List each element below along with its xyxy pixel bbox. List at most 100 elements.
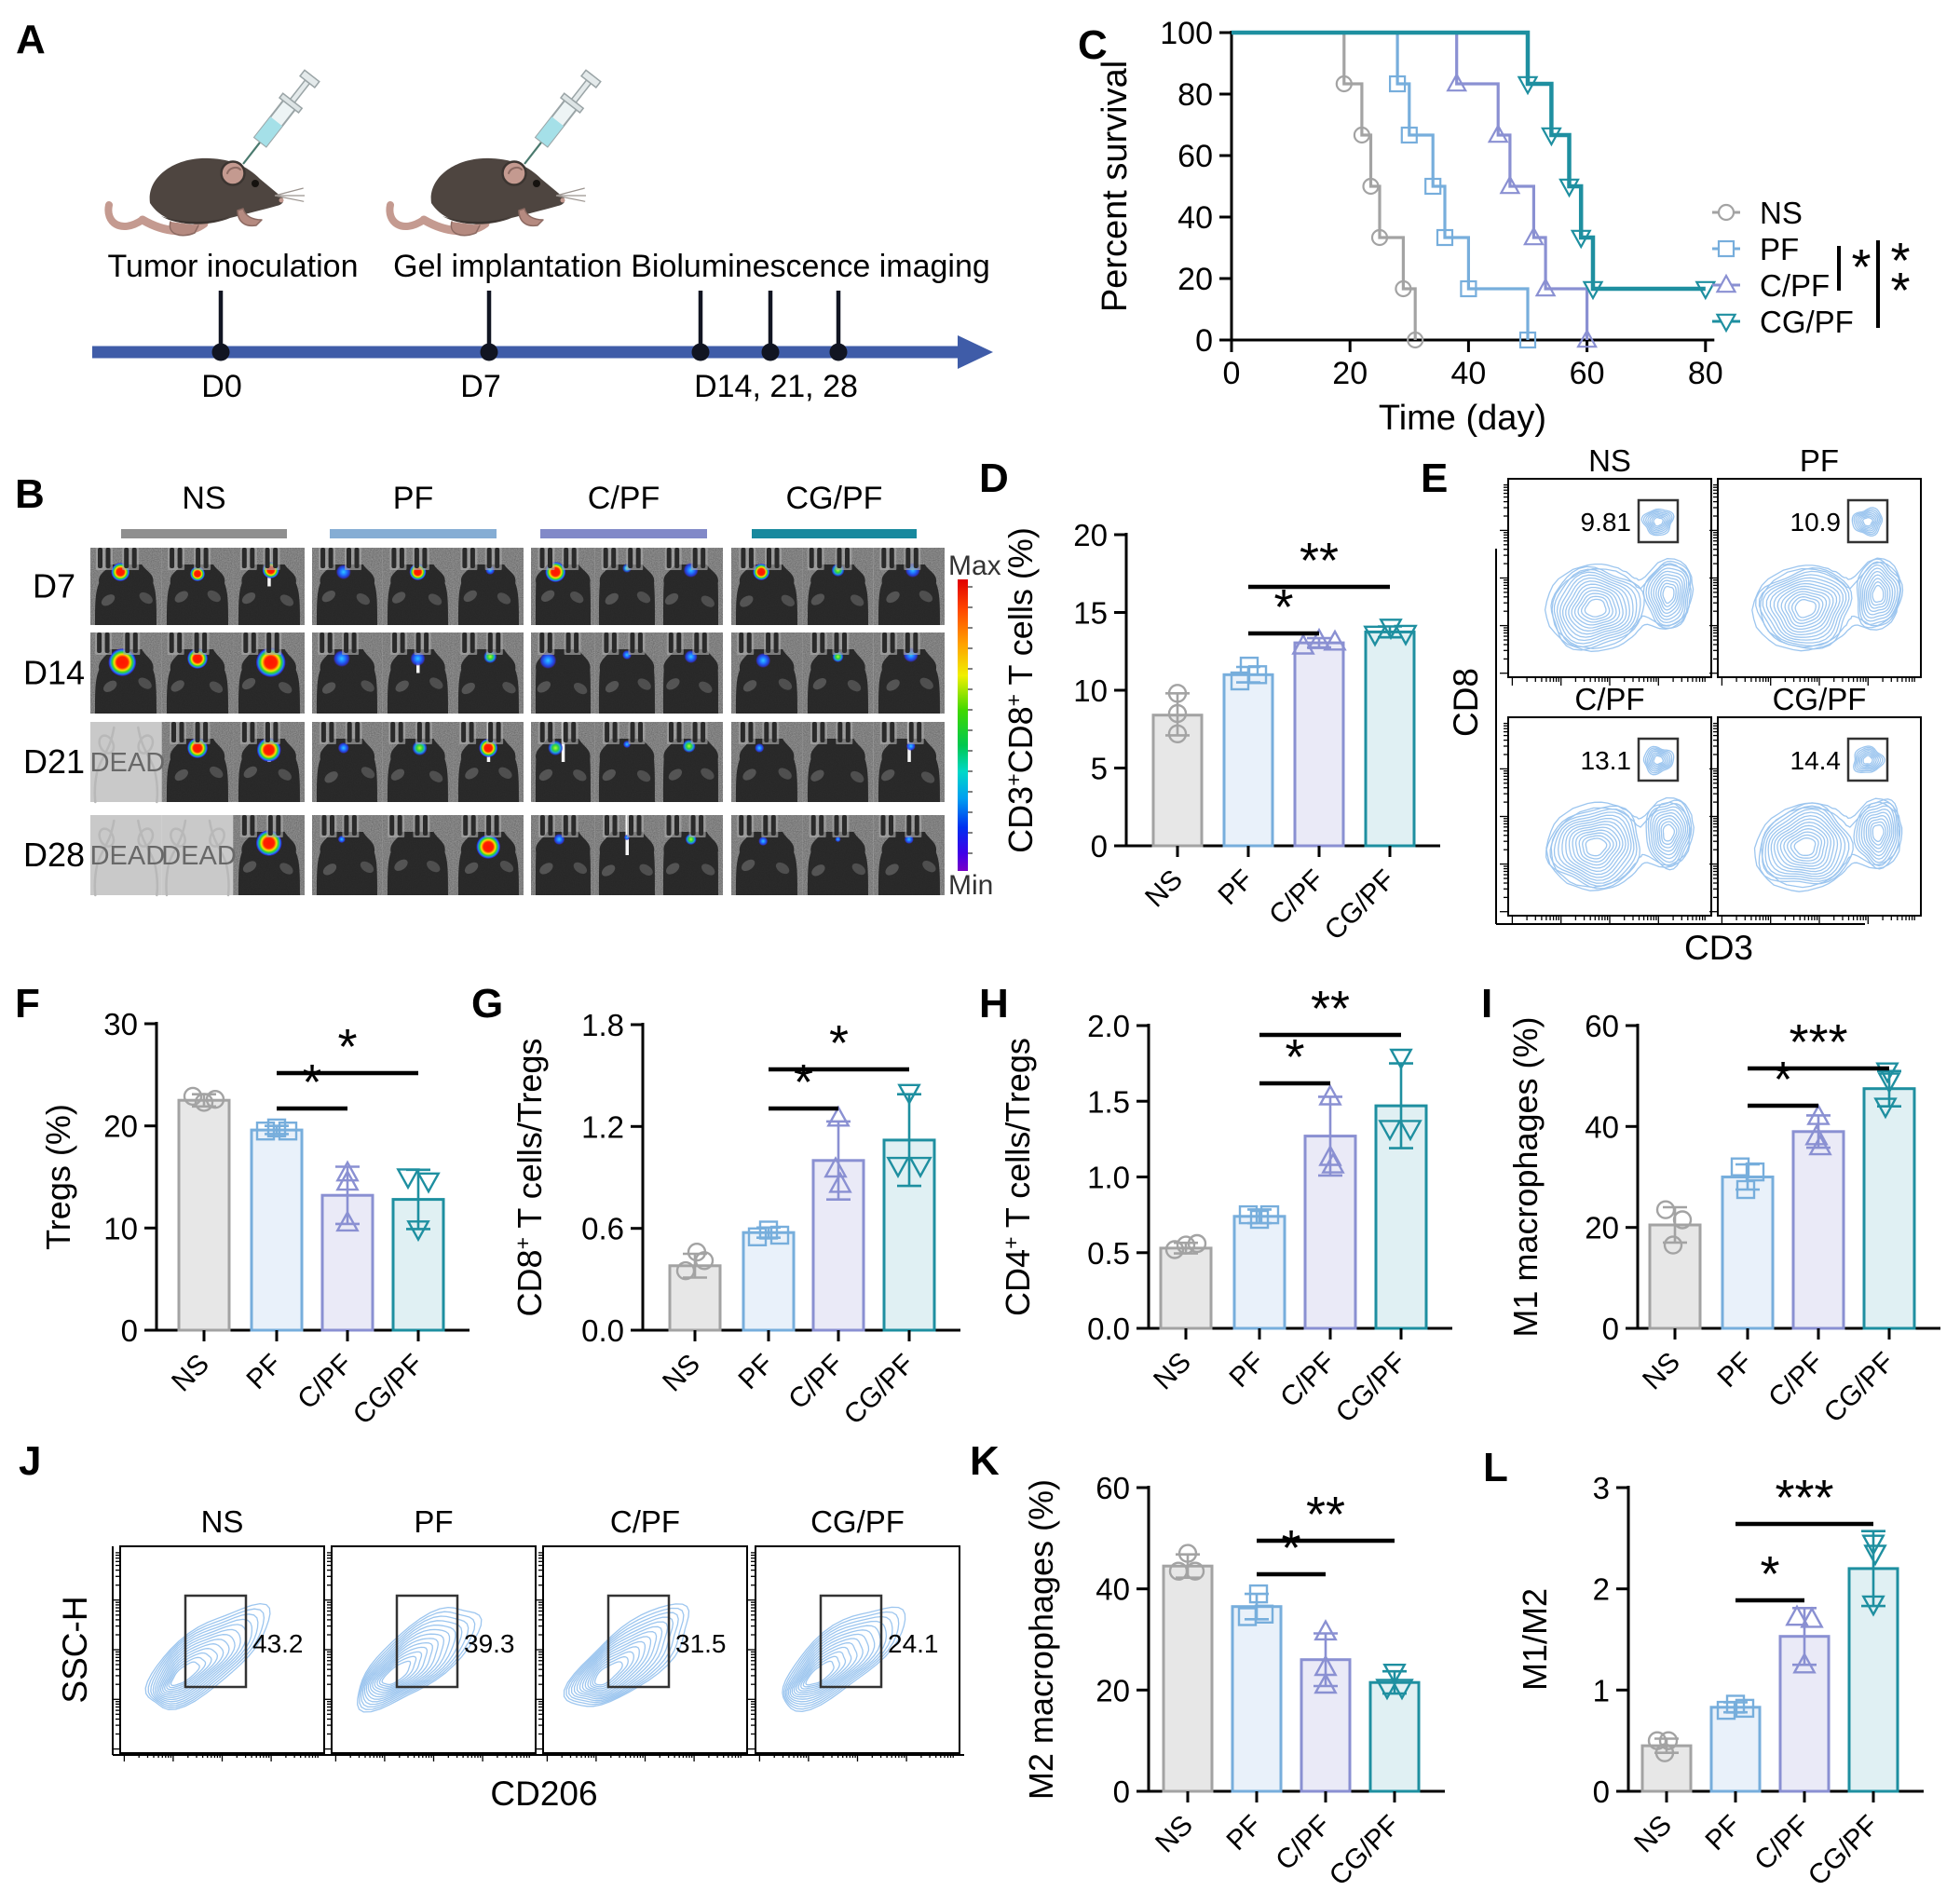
svg-text:0: 0: [1223, 356, 1241, 391]
svg-text:2.0: 2.0: [1087, 1009, 1130, 1043]
svg-text:24.1: 24.1: [888, 1629, 939, 1658]
svg-text:10.9: 10.9: [1790, 508, 1842, 537]
svg-text:D0: D0: [201, 369, 241, 404]
svg-text:A: A: [16, 17, 46, 62]
svg-text:14.4: 14.4: [1790, 746, 1842, 775]
svg-text:*: *: [1760, 1546, 1779, 1602]
svg-text:3: 3: [1593, 1471, 1610, 1505]
svg-text:***: ***: [1775, 1470, 1833, 1526]
svg-text:NS: NS: [182, 481, 225, 516]
svg-text:D7: D7: [33, 567, 75, 605]
svg-text:*: *: [1285, 1029, 1304, 1085]
svg-text:CG/PF: CG/PF: [810, 1504, 905, 1539]
svg-text:Tumor inoculation: Tumor inoculation: [108, 249, 359, 284]
svg-text:*: *: [829, 1015, 849, 1071]
svg-text:CG/PF: CG/PF: [786, 481, 883, 516]
svg-text:40: 40: [1450, 356, 1486, 391]
svg-text:D28: D28: [23, 836, 85, 874]
svg-text:2: 2: [1593, 1572, 1610, 1607]
svg-text:M1 macrophages (%): M1 macrophages (%): [1506, 1016, 1545, 1337]
svg-text:*: *: [337, 1019, 357, 1075]
svg-text:NS: NS: [1760, 196, 1803, 230]
svg-text:Gel implantation: Gel implantation: [393, 249, 622, 284]
svg-text:**: **: [1306, 1487, 1345, 1543]
svg-text:NS: NS: [201, 1504, 244, 1539]
svg-text:*: *: [1890, 263, 1910, 319]
svg-text:31.5: 31.5: [675, 1629, 727, 1658]
svg-text:M2 macrophages (%): M2 macrophages (%): [1022, 1479, 1060, 1800]
svg-text:0.5: 0.5: [1087, 1236, 1130, 1271]
svg-text:NS: NS: [1588, 443, 1631, 478]
svg-text:43.2: 43.2: [252, 1629, 304, 1658]
svg-text:20: 20: [1332, 356, 1368, 391]
svg-text:0: 0: [1091, 829, 1108, 864]
svg-text:C: C: [1078, 22, 1108, 68]
svg-text:*: *: [1773, 1052, 1792, 1108]
svg-text:C/PF: C/PF: [588, 481, 660, 516]
svg-text:*: *: [302, 1054, 321, 1110]
svg-text:Max: Max: [948, 551, 1001, 581]
svg-text:SSC-H: SSC-H: [56, 1596, 94, 1703]
svg-text:PF: PF: [1800, 443, 1839, 478]
svg-text:L: L: [1483, 1445, 1508, 1490]
svg-text:30: 30: [103, 1007, 138, 1041]
svg-text:Bioluminescence imaging: Bioluminescence imaging: [631, 249, 990, 284]
svg-text:CD8: CD8: [1447, 668, 1485, 737]
svg-text:20: 20: [1585, 1211, 1619, 1245]
svg-text:0: 0: [121, 1313, 138, 1348]
svg-text:9.81: 9.81: [1581, 508, 1632, 537]
svg-text:DEAD: DEAD: [90, 748, 166, 778]
svg-text:F: F: [15, 981, 40, 1027]
svg-text:*: *: [794, 1054, 813, 1110]
svg-text:60: 60: [1096, 1471, 1130, 1505]
svg-text:1.8: 1.8: [581, 1008, 624, 1042]
svg-text:20: 20: [1073, 518, 1108, 552]
svg-text:40: 40: [1177, 200, 1213, 236]
svg-text:DEAD: DEAD: [90, 841, 166, 871]
svg-text:80: 80: [1177, 77, 1213, 113]
svg-text:1.5: 1.5: [1087, 1084, 1130, 1119]
svg-text:M1/M2: M1/M2: [1516, 1588, 1554, 1691]
svg-text:DEAD: DEAD: [161, 841, 237, 871]
svg-text:E: E: [1421, 456, 1448, 501]
svg-text:CD4+ T cells/Tregs: CD4+ T cells/Tregs: [999, 1038, 1037, 1316]
svg-text:20: 20: [1096, 1673, 1130, 1707]
svg-text:20: 20: [103, 1109, 138, 1144]
svg-text:60: 60: [1177, 139, 1213, 174]
svg-text:0: 0: [1602, 1312, 1619, 1346]
svg-text:PF: PF: [414, 1504, 453, 1539]
svg-text:I: I: [1481, 981, 1492, 1027]
svg-text:0.0: 0.0: [581, 1313, 624, 1348]
svg-text:CD8+ T cells/Tregs: CD8+ T cells/Tregs: [510, 1039, 549, 1317]
svg-text:H: H: [979, 981, 1009, 1027]
svg-text:D: D: [979, 456, 1009, 501]
svg-text:*: *: [1281, 1520, 1300, 1576]
svg-text:0.6: 0.6: [581, 1212, 624, 1246]
svg-text:CD3+CD8+ T cells (%): CD3+CD8+ T cells (%): [1001, 527, 1040, 853]
svg-text:Tregs (%): Tregs (%): [39, 1104, 77, 1250]
svg-text:13.1: 13.1: [1581, 746, 1632, 775]
svg-text:0: 0: [1113, 1775, 1130, 1809]
svg-text:CG/PF: CG/PF: [1760, 305, 1854, 339]
svg-text:C/PF: C/PF: [1574, 682, 1644, 716]
svg-text:PF: PF: [1760, 232, 1799, 266]
svg-text:Time (day): Time (day): [1379, 399, 1546, 438]
svg-text:PF: PF: [393, 481, 433, 516]
svg-text:10: 10: [1073, 673, 1108, 708]
svg-text:B: B: [15, 471, 45, 517]
svg-text:K: K: [970, 1438, 1000, 1484]
svg-text:CD3: CD3: [1684, 929, 1753, 967]
svg-text:80: 80: [1688, 356, 1723, 391]
svg-text:0: 0: [1593, 1775, 1610, 1809]
svg-text:***: ***: [1789, 1014, 1847, 1070]
svg-text:**: **: [1300, 533, 1339, 589]
svg-text:C/PF: C/PF: [1760, 268, 1830, 303]
svg-text:15: 15: [1073, 596, 1108, 631]
svg-text:100: 100: [1160, 16, 1213, 51]
svg-text:D14, 21, 28: D14, 21, 28: [694, 369, 858, 404]
svg-text:0.0: 0.0: [1087, 1312, 1130, 1346]
svg-text:0: 0: [1195, 323, 1213, 359]
svg-text:**: **: [1311, 981, 1350, 1037]
svg-text:1.2: 1.2: [581, 1109, 624, 1144]
svg-text:20: 20: [1177, 262, 1213, 297]
